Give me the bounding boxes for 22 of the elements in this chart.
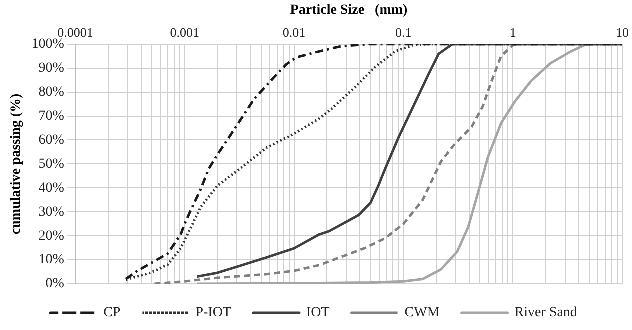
legend-label: IOT <box>306 306 330 321</box>
y-axis-title: cumulative passing (%) <box>9 93 24 235</box>
legend-label: CP <box>104 306 121 321</box>
y-tick-label: 30% <box>38 204 65 220</box>
x-tick-label: 1 <box>510 25 516 40</box>
y-tick-label: 70% <box>38 108 65 124</box>
y-tick-label: 80% <box>38 84 65 100</box>
x-tick-label: 0.1 <box>396 25 412 40</box>
legend-label: River Sand <box>514 306 578 321</box>
legend-label: CWM <box>404 306 440 321</box>
x-tick-label: 0.001 <box>170 25 200 40</box>
x-tick-label: 10 <box>616 25 629 40</box>
y-tick-label: 20% <box>38 228 65 244</box>
y-tick-label: 60% <box>38 132 65 148</box>
y-tick-label: 10% <box>38 252 65 268</box>
y-tick-label: 40% <box>38 180 65 196</box>
y-tick-label: 90% <box>38 61 65 76</box>
legend-label: P-IOT <box>196 306 232 321</box>
y-tick-label: 50% <box>38 156 65 172</box>
y-tick-label: 0% <box>46 276 65 292</box>
x-tick-label: 0.01 <box>282 25 306 40</box>
x-axis-title: Particle Size (mm) <box>290 3 408 18</box>
